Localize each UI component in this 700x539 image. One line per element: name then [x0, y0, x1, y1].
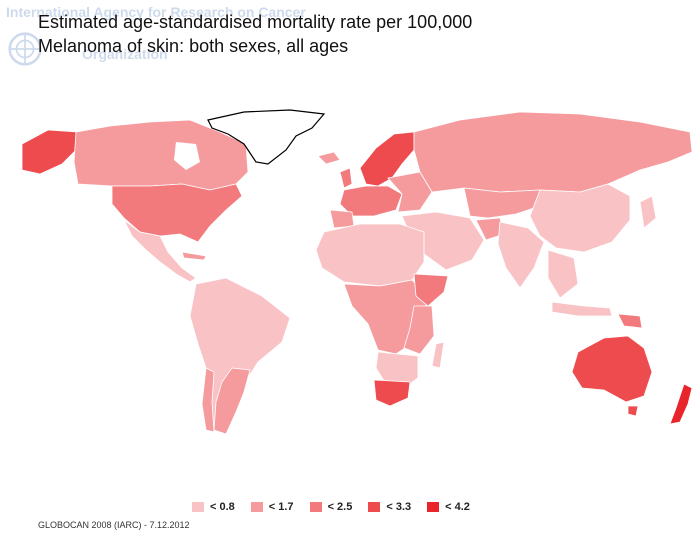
region-india: [497, 221, 545, 289]
legend-swatch-3: [309, 502, 322, 512]
region-chile: [201, 367, 215, 433]
region-russia: [413, 111, 693, 193]
legend-label-1: < 0.8: [210, 501, 235, 513]
who-emblem-icon: [8, 32, 42, 66]
region-alaska: [21, 129, 79, 175]
legend-item-3: < 2.5: [309, 501, 353, 513]
region-scandinavia: [359, 131, 415, 187]
legend-swatch-2: [250, 502, 263, 512]
map-legend: < 0.8 < 1.7 < 2.5 < 3.3 < 4.2: [192, 497, 470, 517]
region-tasmania: [627, 405, 639, 417]
legend-item-4: < 3.3: [368, 501, 411, 513]
legend-label-3: < 2.5: [327, 501, 353, 513]
region-australia: [571, 335, 653, 403]
region-iberia: [329, 209, 355, 229]
map-title-block: Estimated age-standardised mortality rat…: [38, 10, 472, 58]
region-north-africa: [315, 223, 425, 287]
source-footer: GLOBOCAN 2008 (IARC) - 7.12.2012: [38, 520, 190, 530]
region-png: [617, 313, 643, 329]
region-new-zealand: [669, 383, 693, 425]
region-cuba: [181, 251, 207, 261]
legend-swatch-1: [192, 502, 204, 512]
map-subtitle: Melanoma of skin: both sexes, all ages: [38, 36, 349, 56]
region-southeast-asia: [547, 249, 579, 299]
legend-item-5: < 4.2: [427, 501, 470, 513]
region-usa: [111, 183, 243, 243]
region-mexico: [123, 219, 197, 283]
region-china: [529, 183, 631, 253]
region-madagascar: [431, 341, 445, 369]
hudson-bay: [174, 142, 200, 170]
legend-swatch-4: [368, 502, 381, 512]
region-indonesia: [551, 301, 613, 317]
legend-swatch-5: [427, 502, 440, 512]
region-japan: [639, 195, 657, 229]
legend-label-2: < 1.7: [268, 501, 294, 513]
map-title: Estimated age-standardised mortality rat…: [38, 12, 473, 32]
region-east-africa: [403, 305, 435, 355]
region-south-africa: [373, 379, 411, 407]
legend-item-2: < 1.7: [250, 501, 294, 513]
region-argentina: [213, 367, 251, 435]
region-iceland: [317, 151, 341, 165]
world-map: .cls-1 { fill: #f9c3c6; stroke: #ffffff;…: [21, 109, 693, 435]
legend-label-5: < 4.2: [445, 501, 470, 513]
region-western-europe: [339, 185, 403, 217]
region-uk: [339, 167, 353, 189]
region-central-asia: [463, 187, 541, 219]
legend-item-1: < 0.8: [192, 501, 235, 513]
region-horn-africa: [413, 273, 449, 307]
legend-label-4: < 3.3: [386, 501, 412, 513]
region-greenland: [207, 109, 326, 165]
